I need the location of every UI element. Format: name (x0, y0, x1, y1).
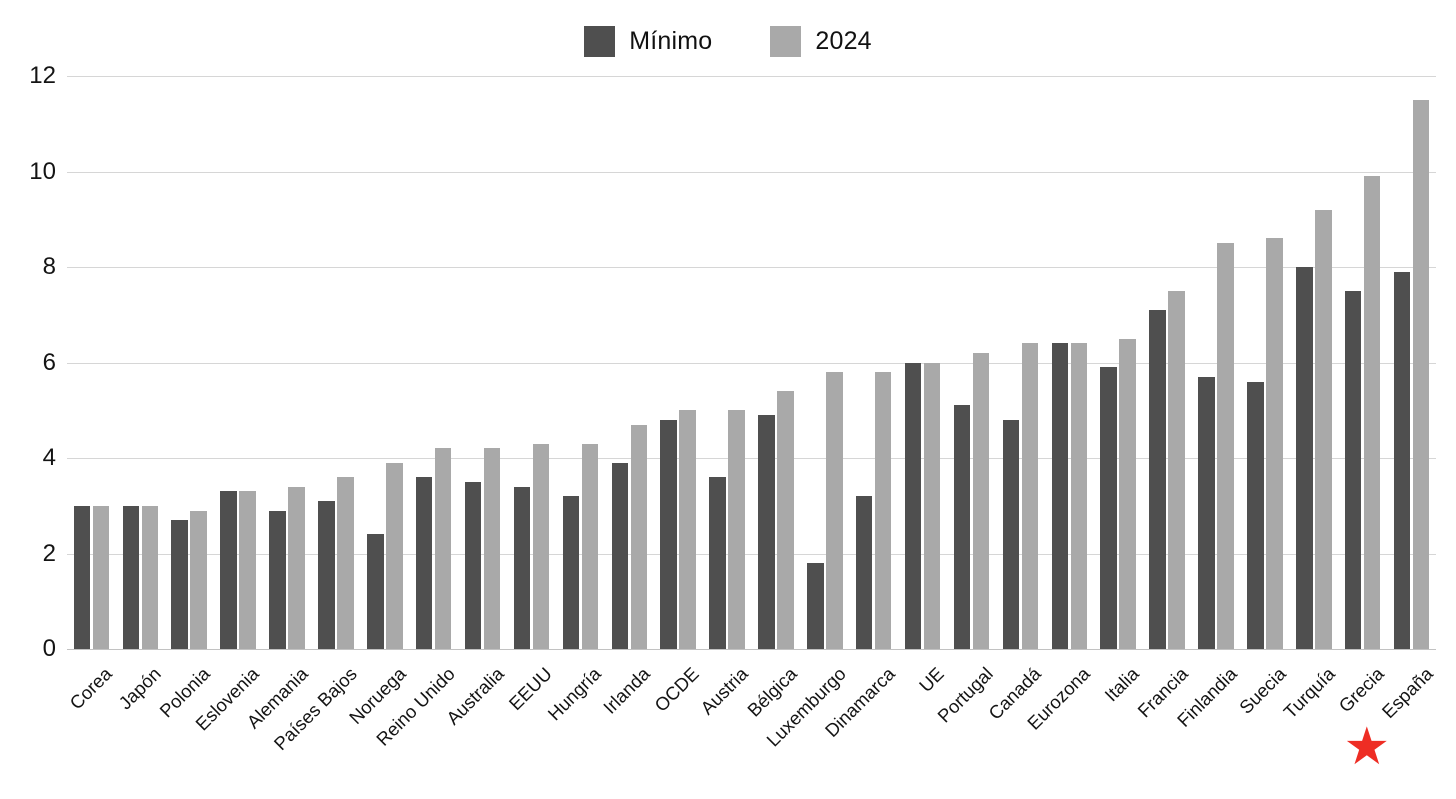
bar-2024 (337, 477, 354, 649)
bar-minimo (709, 477, 726, 649)
bar-2024 (434, 448, 452, 649)
bar-2024 (190, 510, 207, 649)
bar-2024 (1315, 209, 1332, 649)
bar-2024 (1168, 290, 1185, 649)
legend-label-2024: 2024 (815, 27, 872, 55)
bar-minimo (1198, 376, 1215, 649)
bar-minimo (855, 496, 873, 649)
bar-minimo (1051, 343, 1069, 649)
bar-minimo (562, 496, 580, 649)
bar-2024 (1070, 343, 1088, 649)
bar-minimo (513, 486, 531, 649)
gridline (67, 553, 1436, 555)
bar-minimo (807, 563, 824, 649)
legend-swatch-minimo-icon (584, 26, 616, 57)
bar-2024 (386, 462, 403, 649)
bar-2024 (1363, 176, 1381, 649)
bar-minimo (1393, 271, 1411, 649)
bar-minimo (758, 415, 775, 649)
bar-2024 (1021, 343, 1039, 649)
bar-2024 (1119, 338, 1136, 649)
bar-minimo (660, 419, 677, 649)
bar-2024 (239, 491, 256, 649)
bar-minimo (269, 510, 286, 649)
bar-2024 (92, 505, 110, 649)
bar-2024 (874, 372, 892, 649)
bar-2024 (679, 410, 696, 649)
legend-item-2024: 2024 (770, 26, 872, 57)
y-axis-tick-label: 0 (42, 635, 56, 662)
bar-2024 (826, 372, 843, 649)
bar-minimo (611, 462, 629, 649)
y-axis-tick-label: 8 (42, 253, 56, 280)
bar-minimo (1149, 309, 1166, 649)
gridline (67, 171, 1436, 173)
bar-minimo (415, 477, 433, 649)
chart-legend: Mínimo 2024 (0, 26, 1456, 57)
espana-star-icon: ★ (1343, 718, 1391, 776)
legend-swatch-2024-icon (770, 26, 802, 57)
bar-minimo (1002, 419, 1020, 649)
bar-minimo (1296, 267, 1313, 649)
bar-2024 (777, 391, 794, 649)
y-axis-tick-label: 6 (42, 348, 56, 376)
bar-2024 (630, 424, 648, 649)
bar-minimo (318, 500, 335, 649)
bar-2024 (1412, 99, 1430, 649)
y-axis-tick-label: 4 (42, 444, 56, 471)
gridline (67, 649, 1436, 650)
y-axis-tick-label: 12 (29, 62, 56, 89)
bar-2024 (532, 443, 550, 649)
bar-2024 (1266, 238, 1283, 649)
bar-minimo (220, 491, 237, 649)
bar-2024 (972, 352, 990, 649)
bar-minimo (1247, 381, 1264, 649)
bar-2024 (728, 410, 745, 649)
gridline (67, 458, 1436, 459)
bar-minimo (464, 481, 482, 649)
bar-2024 (288, 486, 305, 649)
y-axis-tick-label: 10 (29, 157, 56, 185)
bar-2024 (141, 505, 159, 649)
legend-label-minimo: Mínimo (629, 27, 713, 55)
bar-minimo (73, 505, 91, 649)
bar-minimo (953, 405, 971, 649)
gridline (67, 362, 1436, 364)
bar-2024 (581, 443, 599, 649)
bar-minimo (122, 505, 140, 649)
y-axis-tick-label: 2 (42, 539, 56, 567)
bar-minimo (171, 520, 188, 649)
gridline (67, 76, 1436, 77)
bar-minimo (904, 362, 922, 649)
legend-item-minimo: Mínimo (584, 26, 712, 57)
bar-minimo (1100, 367, 1117, 649)
bar-minimo (367, 534, 384, 649)
bar-2024 (1217, 243, 1234, 649)
bar-minimo (1344, 290, 1362, 649)
gridline (67, 267, 1436, 268)
bar-2024 (483, 448, 501, 649)
bar-2024 (923, 362, 941, 649)
